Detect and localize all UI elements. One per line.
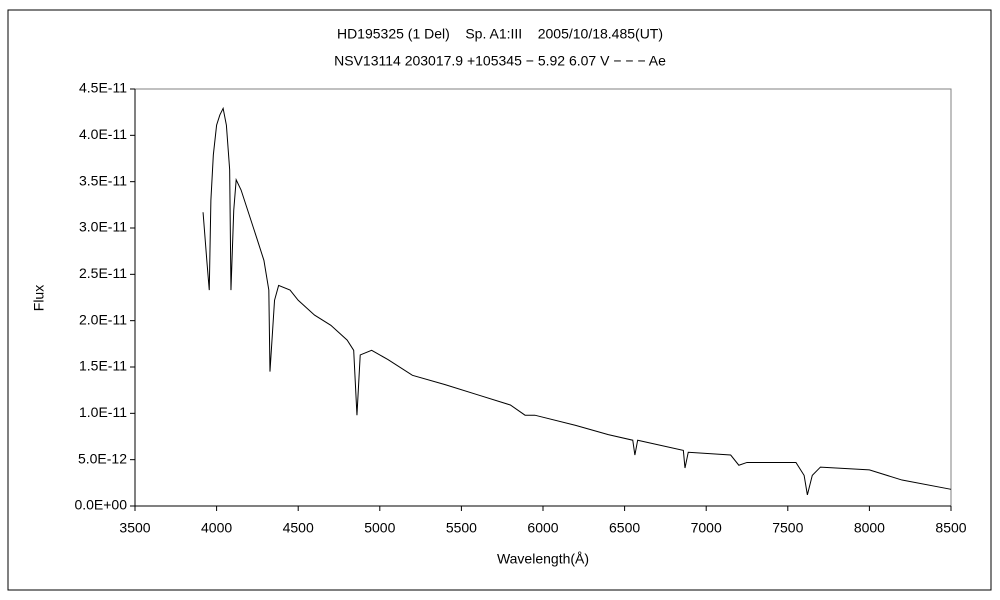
chart-subtitle: NSV13114 203017.9 +105345 − 5.92 6.07 V … <box>334 53 666 69</box>
y-tick-label: 4.5E-11 <box>79 80 127 96</box>
y-tick-label: 2.0E-11 <box>79 311 127 327</box>
chart-frame <box>7 9 992 591</box>
x-tick-label: 6000 <box>527 520 558 536</box>
x-tick-label: 7000 <box>691 520 722 536</box>
x-axis-label: Wavelength(Å) <box>497 551 589 567</box>
x-tick-label: 6500 <box>609 520 640 536</box>
y-tick-label: 3.5E-11 <box>79 172 127 188</box>
x-tick-label: 8000 <box>854 520 885 536</box>
x-tick-label: 8500 <box>935 520 966 536</box>
x-tick-label: 4000 <box>201 520 232 536</box>
x-tick-label: 5500 <box>446 520 477 536</box>
y-tick-label: 0.0E+00 <box>74 497 127 513</box>
x-tick-label: 5000 <box>364 520 395 536</box>
y-tick-label: 2.5E-11 <box>79 265 127 281</box>
y-tick-label: 3.0E-11 <box>79 219 127 235</box>
y-tick-label: 1.0E-11 <box>79 404 127 420</box>
y-tick-label: 1.5E-11 <box>79 358 127 374</box>
y-tick-label: 4.0E-11 <box>79 126 127 142</box>
x-tick-label: 4500 <box>283 520 314 536</box>
y-tick-label: 5.0E-12 <box>78 450 127 466</box>
x-tick-label: 7500 <box>772 520 803 536</box>
chart-title: HD195325 (1 Del) Sp. A1:III 2005/10/18.4… <box>337 26 663 42</box>
spectrum-line <box>202 106 952 496</box>
y-axis-label: Flux <box>31 285 47 311</box>
x-tick-label: 3500 <box>119 520 150 536</box>
